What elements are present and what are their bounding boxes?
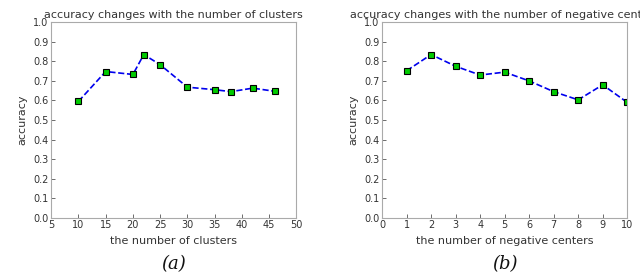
Y-axis label: accuracy: accuracy xyxy=(17,95,28,145)
X-axis label: the number of clusters: the number of clusters xyxy=(110,236,237,246)
Text: (b): (b) xyxy=(492,255,517,273)
Title: accuracy changes with the number of negative centers: accuracy changes with the number of nega… xyxy=(350,10,640,20)
X-axis label: the number of negative centers: the number of negative centers xyxy=(416,236,593,246)
Y-axis label: accuracy: accuracy xyxy=(348,95,358,145)
Title: accuracy changes with the number of clusters: accuracy changes with the number of clus… xyxy=(44,10,303,20)
Text: (a): (a) xyxy=(161,255,186,273)
